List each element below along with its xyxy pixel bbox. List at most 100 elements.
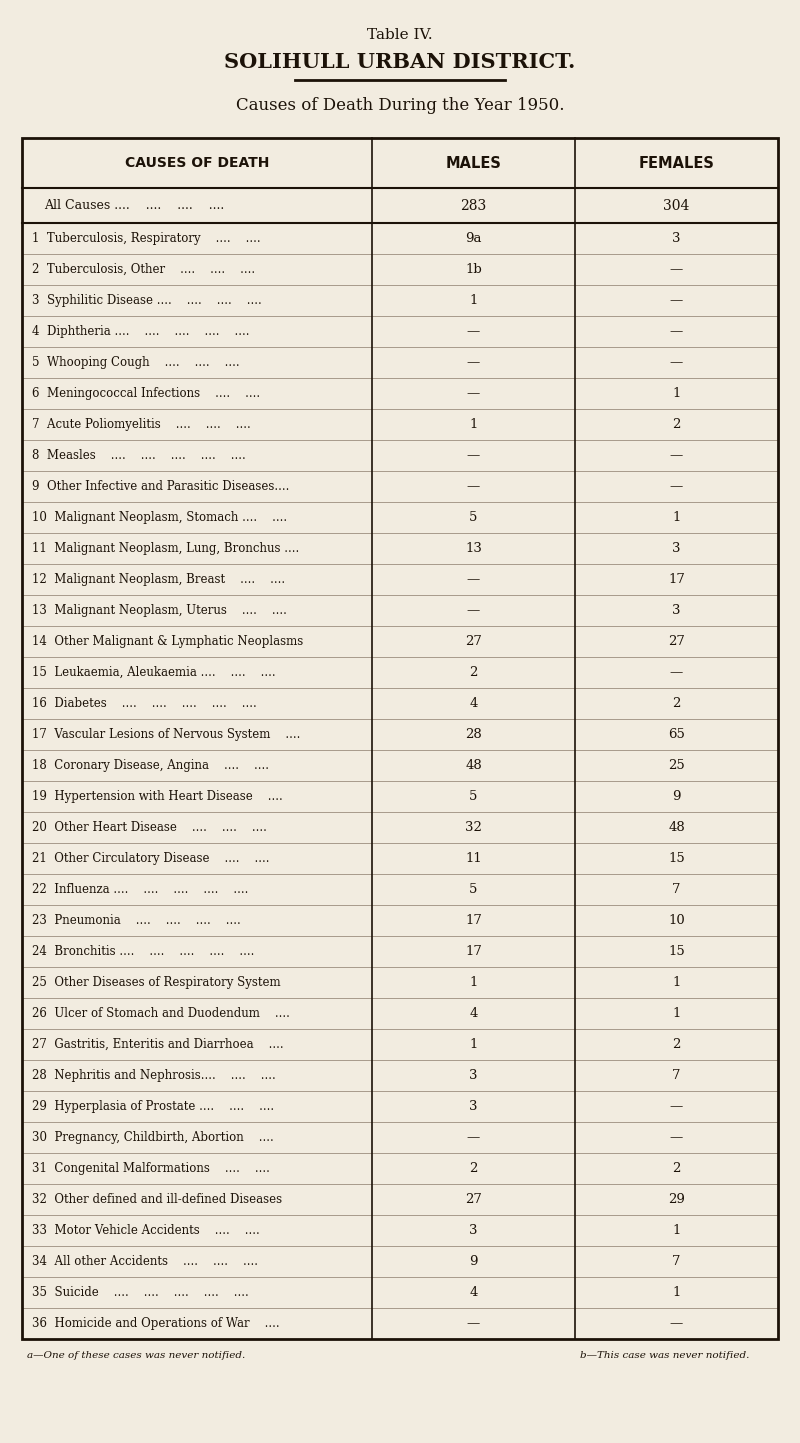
Text: 2: 2 [672,1162,681,1175]
Text: 5: 5 [470,789,478,802]
Text: —: — [670,1100,683,1113]
Text: 10: 10 [668,913,685,926]
Text: 29  Hyperplasia of Prostate ....    ....    ....: 29 Hyperplasia of Prostate .... .... ...… [32,1100,274,1113]
Text: —: — [467,481,480,494]
Text: —: — [670,1131,683,1144]
Text: —: — [467,449,480,462]
Text: 4: 4 [470,1286,478,1299]
Text: 48: 48 [668,821,685,834]
Text: All Causes ....    ....    ....    ....: All Causes .... .... .... .... [44,199,224,212]
Text: 33  Motor Vehicle Accidents    ....    ....: 33 Motor Vehicle Accidents .... .... [32,1224,260,1237]
Text: 9: 9 [470,1255,478,1268]
Text: 1: 1 [672,387,681,400]
Text: 17: 17 [465,945,482,958]
Text: —: — [467,387,480,400]
Text: 1: 1 [672,975,681,988]
Text: 4  Diphtheria ....    ....    ....    ....    ....: 4 Diphtheria .... .... .... .... .... [32,325,250,338]
Text: 9  Other Infective and Parasitic Diseases....: 9 Other Infective and Parasitic Diseases… [32,481,290,494]
Text: 7: 7 [672,883,681,896]
Text: 3: 3 [672,543,681,556]
Text: 23  Pneumonia    ....    ....    ....    ....: 23 Pneumonia .... .... .... .... [32,913,241,926]
Text: 3: 3 [672,232,681,245]
Text: 9: 9 [672,789,681,802]
Text: —: — [670,449,683,462]
Text: —: — [670,1317,683,1330]
Text: 11: 11 [465,851,482,864]
Text: 18  Coronary Disease, Angina    ....    ....: 18 Coronary Disease, Angina .... .... [32,759,269,772]
Text: 5: 5 [470,883,478,896]
Text: 29: 29 [668,1193,685,1206]
Text: 3: 3 [672,605,681,618]
Text: 65: 65 [668,729,685,742]
Bar [22,139,778,1339]
Text: —: — [467,573,480,586]
Text: —: — [670,294,683,307]
Text: 1: 1 [672,511,681,524]
Text: 48: 48 [465,759,482,772]
Text: 3  Syphilitic Disease ....    ....    ....    ....: 3 Syphilitic Disease .... .... .... .... [32,294,262,307]
Text: 28: 28 [465,729,482,742]
Text: 2: 2 [672,418,681,431]
Text: 7: 7 [672,1069,681,1082]
Text: b—This case was never notified.: b—This case was never notified. [580,1351,750,1359]
Text: —: — [467,356,480,369]
Text: 13: 13 [465,543,482,556]
Text: —: — [670,481,683,494]
Text: CAUSES OF DEATH: CAUSES OF DEATH [125,156,269,170]
Text: FEMALES: FEMALES [638,156,714,170]
Text: 16  Diabetes    ....    ....    ....    ....    ....: 16 Diabetes .... .... .... .... .... [32,697,257,710]
Text: 283: 283 [460,199,486,212]
Text: 1: 1 [470,418,478,431]
Text: a—One of these cases was never notified.: a—One of these cases was never notified. [27,1351,246,1359]
Text: 12  Malignant Neoplasm, Breast    ....    ....: 12 Malignant Neoplasm, Breast .... .... [32,573,285,586]
Text: 20  Other Heart Disease    ....    ....    ....: 20 Other Heart Disease .... .... .... [32,821,267,834]
Text: 30  Pregnancy, Childbirth, Abortion    ....: 30 Pregnancy, Childbirth, Abortion .... [32,1131,274,1144]
Text: 9a: 9a [466,232,482,245]
Text: 3: 3 [470,1100,478,1113]
Text: 17: 17 [465,913,482,926]
Text: —: — [670,325,683,338]
Text: 17  Vascular Lesions of Nervous System    ....: 17 Vascular Lesions of Nervous System ..… [32,729,300,742]
Text: 24  Bronchitis ....    ....    ....    ....    ....: 24 Bronchitis .... .... .... .... .... [32,945,254,958]
Text: —: — [467,1131,480,1144]
Text: 15: 15 [668,945,685,958]
Text: 3: 3 [470,1224,478,1237]
Text: 304: 304 [663,199,690,212]
Text: 1: 1 [672,1286,681,1299]
Text: 2: 2 [672,1038,681,1051]
Text: 1: 1 [470,1038,478,1051]
Text: Table IV.: Table IV. [367,27,433,42]
Text: 7  Acute Poliomyelitis    ....    ....    ....: 7 Acute Poliomyelitis .... .... .... [32,418,250,431]
Text: 27: 27 [465,1193,482,1206]
Text: 8  Measles    ....    ....    ....    ....    ....: 8 Measles .... .... .... .... .... [32,449,246,462]
Text: —: — [670,667,683,680]
Text: 25: 25 [668,759,685,772]
Text: 32  Other defined and ill-defined Diseases: 32 Other defined and ill-defined Disease… [32,1193,282,1206]
Text: 1b: 1b [465,263,482,276]
Text: 1  Tuberculosis, Respiratory    ....    ....: 1 Tuberculosis, Respiratory .... .... [32,232,261,245]
Text: 31  Congenital Malformations    ....    ....: 31 Congenital Malformations .... .... [32,1162,270,1175]
Text: 32: 32 [465,821,482,834]
Text: 21  Other Circulatory Disease    ....    ....: 21 Other Circulatory Disease .... .... [32,851,270,864]
Text: 2  Tuberculosis, Other    ....    ....    ....: 2 Tuberculosis, Other .... .... .... [32,263,255,276]
Text: 25  Other Diseases of Respiratory System: 25 Other Diseases of Respiratory System [32,975,281,988]
Text: 14  Other Malignant & Lymphatic Neoplasms: 14 Other Malignant & Lymphatic Neoplasms [32,635,303,648]
Text: 10  Malignant Neoplasm, Stomach ....    ....: 10 Malignant Neoplasm, Stomach .... .... [32,511,287,524]
Text: 1: 1 [470,294,478,307]
Text: 2: 2 [470,1162,478,1175]
Text: 2: 2 [672,697,681,710]
Text: 5: 5 [470,511,478,524]
Text: 4: 4 [470,697,478,710]
Text: 27: 27 [668,635,685,648]
Text: 34  All other Accidents    ....    ....    ....: 34 All other Accidents .... .... .... [32,1255,258,1268]
Text: 17: 17 [668,573,685,586]
Text: —: — [670,263,683,276]
Text: SOLIHULL URBAN DISTRICT.: SOLIHULL URBAN DISTRICT. [224,52,576,72]
Text: —: — [467,325,480,338]
Text: 27  Gastritis, Enteritis and Diarrhoea    ....: 27 Gastritis, Enteritis and Diarrhoea ..… [32,1038,284,1051]
Text: 5  Whooping Cough    ....    ....    ....: 5 Whooping Cough .... .... .... [32,356,240,369]
Text: 3: 3 [470,1069,478,1082]
Text: —: — [467,605,480,618]
Text: 26  Ulcer of Stomach and Duodendum    ....: 26 Ulcer of Stomach and Duodendum .... [32,1007,290,1020]
Text: 28  Nephritis and Nephrosis....    ....    ....: 28 Nephritis and Nephrosis.... .... .... [32,1069,276,1082]
